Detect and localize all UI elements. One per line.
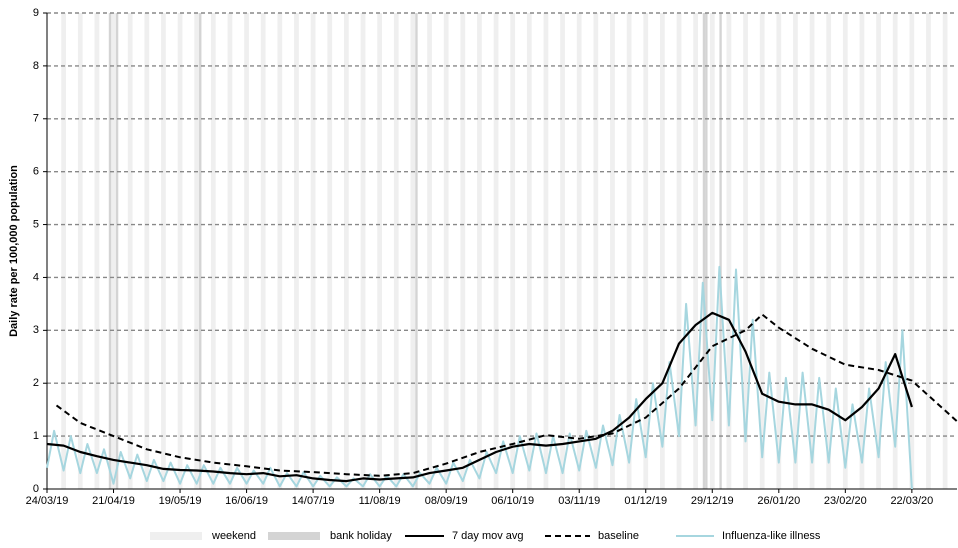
x-tick-label: 03/11/19: [558, 495, 600, 507]
series-line: [46, 311, 913, 483]
x-tick-label: 24/03/19: [26, 495, 69, 507]
legend-label: 7 day mov avg: [452, 530, 524, 542]
y-axis-label: Daily rate per 100,000 population: [8, 165, 20, 337]
weekend-band: [161, 13, 166, 489]
legend-label: baseline: [598, 530, 639, 542]
weekend-band: [909, 13, 915, 489]
weekend-band: [610, 13, 615, 489]
weekend-band: [443, 13, 449, 489]
y-tick-label: 4: [33, 271, 39, 283]
x-tick-label: 19/05/19: [159, 495, 202, 507]
weekend-band: [526, 13, 532, 489]
weekend-band: [61, 13, 67, 489]
y-tick-label: 7: [33, 113, 39, 125]
weekend-band: [942, 13, 948, 489]
weekend-band: [77, 13, 83, 489]
y-tick-label: 8: [33, 60, 39, 72]
weekend-band: [244, 13, 249, 489]
legend-label: weekend: [211, 530, 256, 542]
weekend-band: [709, 13, 715, 489]
x-tick-label: 26/01/20: [757, 495, 800, 507]
weekend-band: [327, 13, 333, 489]
weekend-band: [826, 13, 832, 489]
x-tick-label: 01/12/19: [624, 495, 667, 507]
x-tick-label: 29/12/19: [691, 495, 734, 507]
weekend-band: [793, 13, 798, 489]
y-tick-label: 2: [33, 377, 39, 389]
weekend-band: [892, 13, 898, 489]
weekend-band: [842, 13, 848, 489]
legend-label: Influenza-like illness: [722, 530, 821, 542]
weekend-band: [294, 13, 299, 489]
weekend-band: [510, 13, 516, 489]
x-tick-label: 14/07/19: [292, 495, 335, 507]
y-tick-label: 1: [33, 430, 39, 442]
weekend-band: [493, 13, 499, 489]
weekend-band: [227, 13, 233, 489]
weekend-band: [94, 13, 100, 489]
weekend-band: [626, 13, 632, 489]
x-tick-label: 23/02/20: [824, 495, 867, 507]
y-tick-label: 0: [33, 483, 39, 495]
weekend-band: [410, 13, 416, 489]
legend-swatch: [150, 532, 202, 540]
weekend-band: [926, 13, 931, 489]
bank-holiday-band: [115, 13, 119, 489]
weekend-band: [543, 13, 549, 489]
weekend-band: [277, 13, 283, 489]
weekend-band: [693, 13, 699, 489]
legend-swatch: [268, 532, 320, 540]
weekend-band: [343, 13, 349, 489]
y-tick-label: 3: [33, 324, 39, 336]
weekend-band: [393, 13, 399, 489]
weekend-band: [776, 13, 782, 489]
x-tick-label: 08/09/19: [425, 495, 468, 507]
weekend-band: [859, 13, 865, 489]
weekend-band: [759, 13, 765, 489]
x-tick-label: 21/04/19: [92, 495, 135, 507]
weekend-band: [427, 13, 432, 489]
weekend-band: [876, 13, 881, 489]
bank-holiday-band: [415, 13, 418, 489]
weekend-band: [377, 13, 383, 489]
bank-holiday-band: [702, 13, 706, 489]
y-tick-label: 5: [33, 218, 39, 230]
weekend-band: [260, 13, 266, 489]
weekend-band: [660, 13, 665, 489]
weekend-band: [593, 13, 599, 489]
weekend-band: [460, 13, 466, 489]
series-line: [55, 313, 958, 477]
weekend-band: [809, 13, 815, 489]
weekend-band: [576, 13, 582, 489]
bank-holiday-band: [719, 13, 722, 489]
weekend-band: [210, 13, 216, 489]
weekend-band: [643, 13, 649, 489]
legend-label: bank holiday: [330, 530, 392, 542]
weekend-band: [477, 13, 482, 489]
weekend-band: [310, 13, 316, 489]
weekend-band: [676, 13, 682, 489]
weekend-band: [743, 13, 748, 489]
weekend-band: [144, 13, 150, 489]
weekend-band: [194, 13, 200, 489]
x-tick-label: 06/10/19: [491, 495, 534, 507]
weekend-band: [560, 13, 565, 489]
y-tick-label: 9: [33, 7, 39, 19]
x-tick-label: 22/03/20: [890, 495, 933, 507]
bank-holiday-band: [199, 13, 202, 489]
x-tick-label: 11/08/19: [359, 495, 401, 507]
weekend-band: [127, 13, 133, 489]
bank-holiday-band: [108, 13, 112, 489]
weekend-band: [726, 13, 732, 489]
x-tick-label: 16/06/19: [225, 495, 268, 507]
weekend-band: [111, 13, 116, 489]
y-tick-label: 6: [33, 166, 39, 178]
bank-holiday-band: [705, 13, 708, 489]
weekend-band: [360, 13, 366, 489]
weekend-band: [177, 13, 183, 489]
